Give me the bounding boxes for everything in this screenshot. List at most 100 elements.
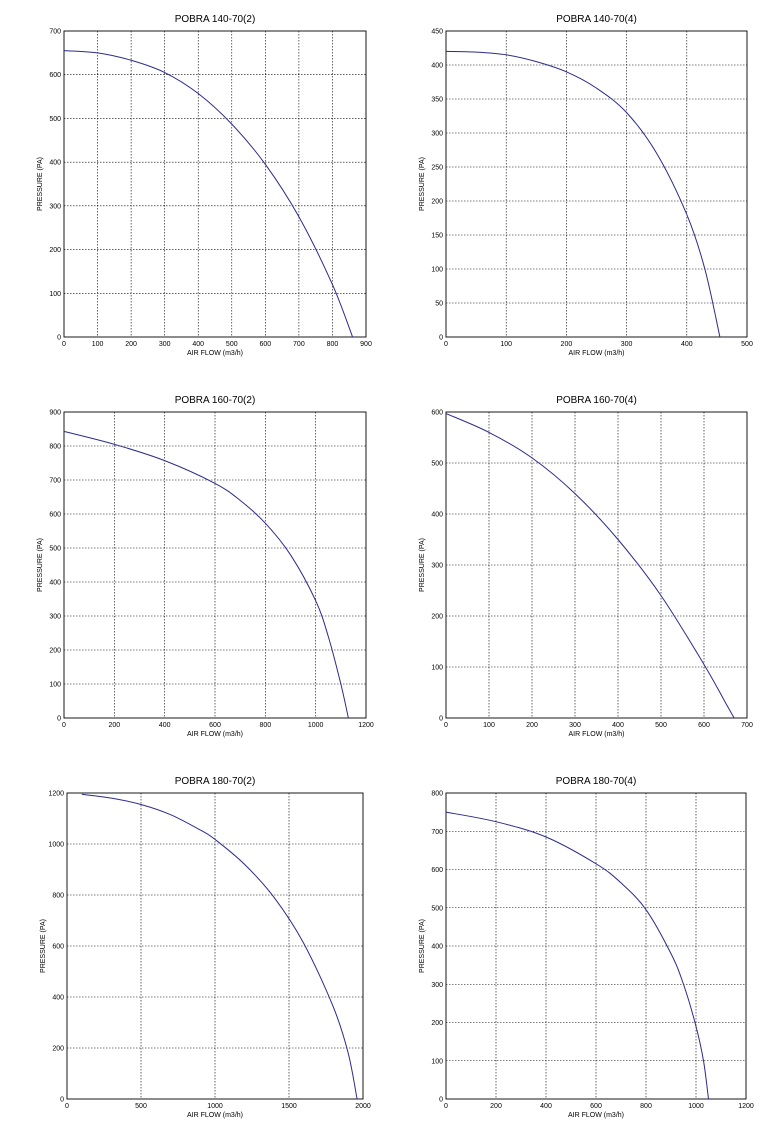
y-tick-label: 600 xyxy=(49,512,61,519)
y-axis-label: PRESSURE (PA) xyxy=(37,157,44,211)
x-tick-label: 500 xyxy=(741,341,753,348)
x-tick-label: 0 xyxy=(444,722,448,729)
x-tick-label: 1500 xyxy=(281,1103,297,1110)
chart-2: POBRA 140-70(4) 0 100 200 300 400 500 0 50 100 150… xyxy=(419,14,753,357)
x-tick-label: 600 xyxy=(698,722,710,729)
y-tick-label: 800 xyxy=(52,893,64,900)
plot-frame xyxy=(445,792,747,1100)
plot-frame xyxy=(445,30,748,338)
y-tick-label: 500 xyxy=(431,461,443,468)
plot-frame xyxy=(445,411,748,719)
x-tick-label: 200 xyxy=(561,341,573,348)
y-tick-label: 0 xyxy=(439,335,443,342)
y-tick-label: 700 xyxy=(49,478,61,485)
y-tick-label: 300 xyxy=(49,203,61,210)
y-tick-label: 700 xyxy=(49,29,61,36)
series-line xyxy=(445,413,735,719)
x-axis-label: AIR FLOW (m3/h) xyxy=(187,1112,243,1119)
series-line xyxy=(81,793,358,1100)
y-tick-label: 450 xyxy=(431,29,443,36)
chart-title: POBRA 160-70(2) xyxy=(175,395,256,406)
x-tick-label: 100 xyxy=(92,341,104,348)
y-tick-label: 500 xyxy=(431,905,443,912)
plot-frame xyxy=(66,792,364,1100)
y-tick-label: 600 xyxy=(52,944,64,951)
y-tick-label: 400 xyxy=(52,995,64,1002)
y-tick-label: 600 xyxy=(431,867,443,874)
y-tick-label: 600 xyxy=(431,410,443,417)
y-tick-label: 200 xyxy=(49,648,61,655)
y-tick-label: 50 xyxy=(435,301,443,308)
y-axis-label: PRESSURE (PA) xyxy=(37,538,44,592)
x-tick-label: 100 xyxy=(483,722,495,729)
x-tick-label: 400 xyxy=(159,722,171,729)
x-tick-label: 300 xyxy=(159,341,171,348)
x-tick-label: 200 xyxy=(108,722,120,729)
series-line xyxy=(63,50,354,338)
x-tick-label: 900 xyxy=(360,341,372,348)
y-tick-label: 100 xyxy=(49,291,61,298)
series-line xyxy=(445,811,709,1100)
chart-title: POBRA 140-70(2) xyxy=(175,14,256,25)
x-tick-label: 400 xyxy=(612,722,624,729)
plot-frame xyxy=(63,30,367,338)
y-axis-label: PRESSURE (PA) xyxy=(419,538,426,592)
y-tick-label: 0 xyxy=(57,335,61,342)
y-tick-label: 700 xyxy=(431,829,443,836)
x-tick-label: 600 xyxy=(259,341,271,348)
y-tick-label: 400 xyxy=(431,512,443,519)
plot-frame xyxy=(63,411,367,719)
x-tick-label: 700 xyxy=(741,722,753,729)
x-tick-label: 1000 xyxy=(308,722,324,729)
y-tick-label: 400 xyxy=(431,944,443,951)
x-tick-label: 500 xyxy=(135,1103,147,1110)
chart-title: POBRA 160-70(4) xyxy=(556,395,637,406)
x-tick-label: 200 xyxy=(490,1103,502,1110)
x-tick-label: 700 xyxy=(293,341,305,348)
y-tick-label: 200 xyxy=(431,614,443,621)
y-tick-label: 300 xyxy=(49,614,61,621)
x-tick-label: 1000 xyxy=(688,1103,704,1110)
x-tick-label: 600 xyxy=(590,1103,602,1110)
x-tick-label: 400 xyxy=(681,341,693,348)
y-tick-label: 600 xyxy=(49,72,61,79)
chart-4: POBRA 160-70(4) 0 100 200 300 400 500 600 700 0 10… xyxy=(419,395,753,738)
chart-6: POBRA 180-70(4) 0 200 400 600 800 1000 1200 0 100… xyxy=(419,776,754,1119)
x-tick-label: 600 xyxy=(209,722,221,729)
y-tick-label: 100 xyxy=(431,267,443,274)
x-tick-label: 200 xyxy=(526,722,538,729)
chart-1: POBRA 140-70(2) 0 100 200 300 400 500 600 700 800… xyxy=(37,14,372,357)
y-tick-label: 300 xyxy=(431,563,443,570)
x-axis-label: AIR FLOW (m3/h) xyxy=(187,731,243,738)
y-tick-label: 200 xyxy=(431,199,443,206)
x-tick-label: 800 xyxy=(640,1103,652,1110)
x-tick-label: 400 xyxy=(192,341,204,348)
y-tick-label: 100 xyxy=(431,1058,443,1065)
y-tick-label: 400 xyxy=(49,580,61,587)
x-tick-label: 800 xyxy=(327,341,339,348)
y-tick-label: 0 xyxy=(57,716,61,723)
y-axis-label: PRESSURE (PA) xyxy=(419,157,426,211)
series-line xyxy=(63,430,349,719)
x-tick-label: 300 xyxy=(569,722,581,729)
y-tick-label: 350 xyxy=(431,97,443,104)
x-tick-label: 500 xyxy=(226,341,238,348)
y-tick-label: 0 xyxy=(60,1097,64,1104)
chart-title: POBRA 140-70(4) xyxy=(556,14,637,25)
x-tick-label: 500 xyxy=(655,722,667,729)
x-axis-label: AIR FLOW (m3/h) xyxy=(187,350,243,357)
y-tick-label: 500 xyxy=(49,116,61,123)
y-tick-label: 400 xyxy=(49,160,61,167)
x-tick-label: 0 xyxy=(65,1103,69,1110)
y-tick-label: 0 xyxy=(439,1097,443,1104)
x-tick-label: 0 xyxy=(62,722,66,729)
x-tick-label: 800 xyxy=(259,722,271,729)
y-tick-label: 200 xyxy=(52,1046,64,1053)
x-tick-label: 2000 xyxy=(355,1103,371,1110)
x-tick-label: 1000 xyxy=(207,1103,223,1110)
y-axis-label: PRESSURE (PA) xyxy=(419,919,426,973)
y-tick-label: 900 xyxy=(49,410,61,417)
x-tick-label: 0 xyxy=(444,1103,448,1110)
chart-title: POBRA 180-70(2) xyxy=(175,776,256,787)
x-axis-label: AIR FLOW (m3/h) xyxy=(568,350,624,357)
